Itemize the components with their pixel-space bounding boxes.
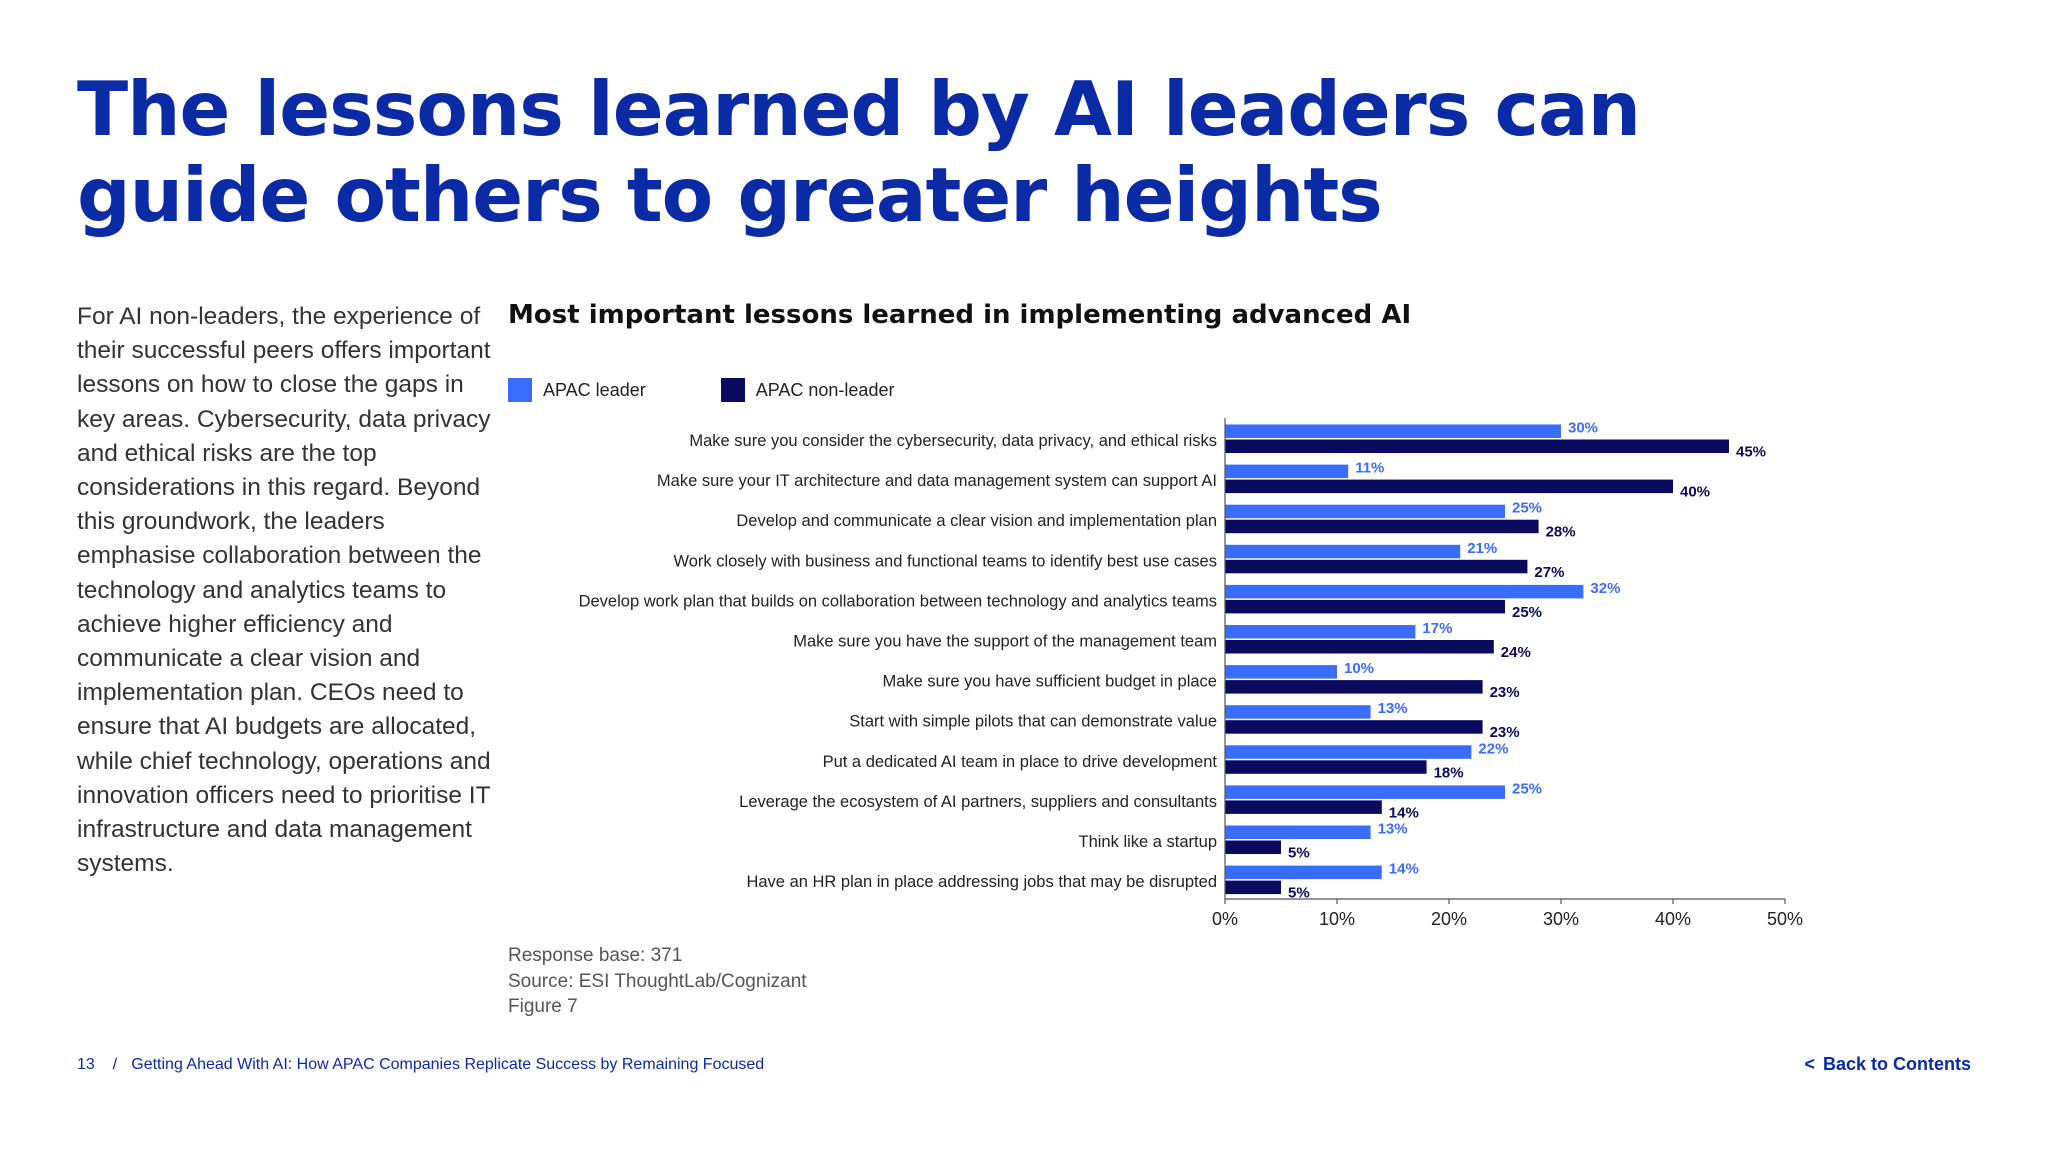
bar-non-leader bbox=[1225, 880, 1281, 895]
back-to-contents-label: Back to Contents bbox=[1822, 1054, 1971, 1074]
bar-non-leader bbox=[1225, 680, 1483, 694]
chart-title: Most important lessons learned in implem… bbox=[508, 300, 1412, 330]
data-label-leader: 13% bbox=[1378, 821, 1408, 838]
category-label: Develop work plan that builds on collabo… bbox=[579, 592, 1217, 610]
bar-non-leader bbox=[1225, 640, 1494, 654]
bar-leader bbox=[1225, 665, 1337, 679]
data-label-leader: 10% bbox=[1344, 660, 1374, 677]
chart-legend: APAC leader APAC non-leader bbox=[508, 378, 969, 402]
page-number: 13 bbox=[77, 1056, 95, 1073]
footer-separator: / bbox=[112, 1056, 118, 1073]
back-to-contents-link[interactable]: < Back to Contents bbox=[1804, 1054, 1971, 1075]
category-label: Have an HR plan in place addressing jobs… bbox=[746, 873, 1217, 891]
data-label-non-leader: 5% bbox=[1288, 845, 1310, 862]
category-label: Work closely with business and functiona… bbox=[673, 552, 1217, 570]
bar-leader bbox=[1225, 705, 1371, 719]
x-tick-label: 50% bbox=[1767, 909, 1803, 929]
bar-leader bbox=[1225, 464, 1349, 479]
source-note: Source: ESI ThoughtLab/Cognizant bbox=[508, 970, 807, 992]
category-label: Develop and communicate a clear vision a… bbox=[736, 512, 1217, 530]
footer: 13 / Getting Ahead With AI: How APAC Compa… bbox=[77, 1056, 764, 1074]
category-label: Make sure you have sufficient budget in … bbox=[883, 673, 1218, 691]
data-label-non-leader: 23% bbox=[1490, 724, 1520, 741]
data-label-non-leader: 25% bbox=[1512, 604, 1542, 621]
category-label: Put a dedicated AI team in place to driv… bbox=[823, 753, 1218, 771]
bar-non-leader bbox=[1225, 559, 1528, 574]
bar-leader bbox=[1225, 584, 1584, 599]
data-label-leader: 22% bbox=[1478, 740, 1508, 757]
data-label-non-leader: 5% bbox=[1288, 885, 1310, 902]
bar-non-leader bbox=[1225, 720, 1483, 734]
bar-leader bbox=[1225, 544, 1461, 559]
bar-leader bbox=[1225, 424, 1561, 438]
data-label-leader: 13% bbox=[1378, 700, 1408, 717]
bar-leader bbox=[1225, 825, 1371, 839]
document-title: Getting Ahead With AI: How APAC Companie… bbox=[131, 1056, 765, 1073]
bar-non-leader bbox=[1225, 800, 1382, 814]
figure-label: Figure 7 bbox=[508, 996, 578, 1017]
data-label-non-leader: 27% bbox=[1534, 564, 1564, 581]
data-label-non-leader: 45% bbox=[1736, 444, 1766, 461]
x-tick-label: 10% bbox=[1319, 909, 1355, 929]
data-label-non-leader: 14% bbox=[1389, 804, 1419, 821]
bar-non-leader bbox=[1225, 599, 1505, 614]
bar-non-leader bbox=[1225, 840, 1281, 854]
bar-leader bbox=[1225, 504, 1505, 519]
bar-non-leader bbox=[1225, 519, 1539, 534]
chart-notes: Response base: 371 Source: ESI ThoughtLa… bbox=[508, 943, 807, 1020]
data-label-non-leader: 28% bbox=[1546, 524, 1576, 541]
x-tick-label: 40% bbox=[1655, 909, 1691, 929]
data-label-non-leader: 18% bbox=[1434, 764, 1464, 781]
category-label: Make sure your IT architecture and data … bbox=[657, 472, 1217, 490]
data-label-non-leader: 40% bbox=[1680, 484, 1710, 501]
bar-leader bbox=[1225, 625, 1416, 639]
category-label: Think like a startup bbox=[1079, 833, 1217, 851]
bar-leader bbox=[1225, 785, 1505, 799]
data-label-leader: 32% bbox=[1590, 580, 1620, 597]
bar-non-leader bbox=[1225, 479, 1673, 494]
data-label-leader: 25% bbox=[1512, 780, 1542, 797]
data-label-non-leader: 24% bbox=[1501, 644, 1531, 661]
data-label-leader: 14% bbox=[1389, 861, 1419, 878]
x-tick-label: 20% bbox=[1431, 909, 1467, 929]
legend-swatch-leader bbox=[508, 378, 532, 402]
data-label-leader: 21% bbox=[1467, 540, 1497, 557]
chevron-left-icon: < bbox=[1804, 1054, 1815, 1074]
data-label-leader: 17% bbox=[1422, 620, 1452, 637]
legend-swatch-non-leader bbox=[720, 378, 745, 402]
bar-leader bbox=[1225, 865, 1382, 880]
category-label: Start with simple pilots that can demons… bbox=[849, 713, 1217, 731]
data-label-leader: 11% bbox=[1355, 460, 1384, 477]
legend-label-non-leader: APAC non-leader bbox=[755, 379, 895, 400]
category-label: Leverage the ecosystem of AI partners, s… bbox=[739, 793, 1217, 811]
data-label-leader: 25% bbox=[1512, 500, 1542, 517]
response-base: Response base: 371 bbox=[508, 945, 683, 966]
legend-item-leader: APAC leader bbox=[508, 378, 646, 402]
bar-non-leader bbox=[1225, 439, 1729, 453]
legend-item-non-leader: APAC non-leader bbox=[720, 378, 895, 402]
bar-non-leader bbox=[1225, 760, 1427, 774]
intro-paragraph: For AI non-leaders, the experience of th… bbox=[77, 303, 491, 878]
legend-label-leader: APAC leader bbox=[543, 379, 646, 400]
x-tick-label: 0% bbox=[1212, 909, 1238, 929]
data-label-leader: 30% bbox=[1568, 420, 1598, 437]
bar-leader bbox=[1225, 745, 1472, 759]
data-label-non-leader: 23% bbox=[1490, 684, 1520, 701]
x-tick-label: 30% bbox=[1543, 909, 1579, 929]
category-label: Make sure you consider the cybersecurity… bbox=[689, 432, 1217, 450]
category-label: Make sure you have the support of the ma… bbox=[793, 633, 1217, 651]
page-title: The lessons learned by AI leaders can gu… bbox=[77, 65, 1641, 239]
